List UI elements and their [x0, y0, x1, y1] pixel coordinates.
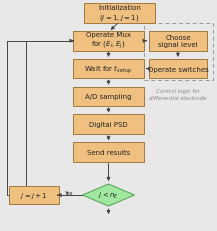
- Polygon shape: [82, 184, 135, 206]
- Text: Choose
signal level: Choose signal level: [158, 35, 198, 48]
- FancyBboxPatch shape: [9, 187, 59, 204]
- FancyBboxPatch shape: [73, 32, 144, 52]
- Text: Digital PSD: Digital PSD: [89, 122, 128, 128]
- Text: A/D sampling: A/D sampling: [85, 94, 132, 100]
- FancyBboxPatch shape: [149, 60, 207, 79]
- FancyBboxPatch shape: [73, 143, 144, 162]
- Text: Wait for $t_{setup}$: Wait for $t_{setup}$: [84, 63, 133, 76]
- Text: Operate switches: Operate switches: [148, 66, 208, 72]
- FancyBboxPatch shape: [73, 60, 144, 79]
- Text: Yes: Yes: [65, 190, 74, 195]
- Text: Send results: Send results: [87, 149, 130, 155]
- Bar: [144, 24, 213, 81]
- FancyBboxPatch shape: [73, 115, 144, 134]
- FancyBboxPatch shape: [149, 32, 207, 52]
- FancyBboxPatch shape: [73, 87, 144, 107]
- Text: Operate Mux
for $(E_i, E_j)$: Operate Mux for $(E_i, E_j)$: [86, 32, 131, 51]
- Text: $j = j+1$: $j = j+1$: [20, 190, 48, 200]
- FancyBboxPatch shape: [84, 4, 155, 24]
- Text: $j < n_E$: $j < n_E$: [98, 190, 119, 200]
- Text: Initialization
$(i=1, j=1)$: Initialization $(i=1, j=1)$: [98, 5, 141, 23]
- Text: Control logic for
differential electrode: Control logic for differential electrode: [149, 89, 207, 100]
